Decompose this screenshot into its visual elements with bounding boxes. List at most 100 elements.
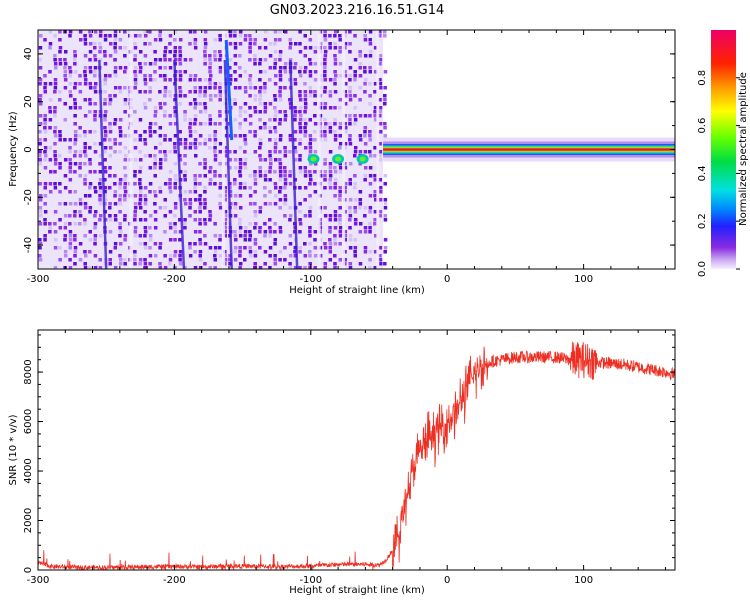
spectrogram-cell [223, 254, 227, 258]
spectrogram-cell [258, 126, 263, 130]
spectrogram-cell [143, 230, 148, 234]
spectrogram-cell [288, 218, 292, 222]
spectrogram-cell [353, 118, 358, 122]
spectrogram-cell [238, 74, 243, 78]
spectrogram-cell [138, 34, 142, 38]
spectrogram-cell [243, 142, 248, 146]
spectrogram-cell [73, 202, 78, 206]
spectrogram-cell [213, 38, 218, 42]
spectrogram-cell [218, 202, 222, 206]
spectrogram-cell [98, 170, 103, 174]
spectrogram-cell [153, 154, 157, 158]
spectrogram-cell [268, 154, 272, 158]
spectrogram-cell [383, 34, 387, 38]
spectrogram-cell [328, 218, 332, 222]
spectrogram-cell [233, 102, 237, 106]
spectrogram-cell [358, 62, 363, 66]
spectrogram-cell [223, 154, 228, 158]
spectrogram-cell [203, 206, 207, 210]
spectrogram-cell [88, 110, 92, 114]
spectrogram-cell [193, 250, 197, 254]
spectrogram-cell [313, 230, 318, 234]
spectrogram-cell [178, 90, 183, 94]
spectrogram-cell [258, 174, 263, 178]
spectrogram-cell [238, 226, 243, 230]
spectrogram-cell [113, 38, 118, 42]
spectrogram-cell [103, 134, 108, 138]
spectrogram-cell [348, 182, 353, 186]
spectrogram-cell [233, 150, 237, 154]
spectrogram-cell [138, 90, 142, 94]
spectrogram-cell [158, 74, 163, 78]
spectrogram-cell [83, 194, 88, 198]
spectrogram-cell [93, 42, 97, 46]
spectrogram-cell [348, 218, 352, 222]
spectrogram-cell [243, 134, 247, 138]
spectrogram-cell [208, 74, 213, 78]
spectrogram-cell [253, 202, 257, 206]
spectrogram-cell [353, 254, 358, 258]
spectrogram-cell [143, 142, 148, 146]
spectrogram-cell [373, 174, 377, 178]
spectrogram-cell [338, 106, 342, 110]
spectrogram-cell [98, 34, 103, 38]
spectrogram-cell [103, 178, 107, 182]
spectrogram-cell [63, 102, 67, 106]
x-tick-label: -300 [27, 274, 50, 285]
spectrogram-cell [288, 254, 293, 258]
spectrogram-cell [163, 86, 168, 90]
spectrogram-cell [283, 114, 288, 118]
noise-gap [129, 30, 133, 269]
spectrogram-cell [53, 222, 57, 226]
spectrogram-cell [348, 86, 353, 90]
spectrogram-cell [188, 130, 193, 134]
spectrogram-cell [193, 154, 198, 158]
colorbar-ticks: 0.00.20.40.60.8 [697, 70, 740, 277]
spectrogram-cell [133, 138, 137, 142]
noise-streak [98, 59, 108, 269]
spectrogram-cell [243, 182, 247, 186]
spectrogram-cell [103, 50, 107, 54]
spectrogram-cell [208, 98, 213, 102]
spectrogram-cell [338, 198, 342, 202]
spectrogram-cell [238, 182, 243, 186]
spectrogram-cell [123, 182, 128, 186]
spectrogram-cell [73, 246, 78, 250]
spectrogram-cell [238, 110, 243, 114]
spectrogram-cell [278, 50, 283, 54]
spectrogram-cell [278, 58, 282, 62]
spectrogram-cell [308, 134, 313, 138]
spectrogram-cell [133, 226, 138, 230]
spectrogram-cell [298, 222, 303, 226]
spectrogram-cell [158, 186, 162, 190]
spectrogram-cell [303, 98, 308, 102]
spectrogram-cell [283, 62, 288, 66]
spectrogram-cell [153, 122, 158, 126]
spectrogram-cell [378, 34, 382, 38]
spectrogram-cell [268, 226, 272, 230]
spectrogram-cell [313, 238, 317, 242]
spectrogram-cell [183, 202, 188, 206]
spectrogram-cell [298, 118, 303, 122]
spectrogram-cell [93, 130, 97, 134]
spectrogram-cell [298, 74, 303, 78]
spectrogram-cell [198, 254, 203, 258]
spectrogram-cell [123, 166, 127, 170]
spectrogram-cell [343, 142, 348, 146]
spectrogram-cell [158, 190, 163, 194]
spectrogram-cell [238, 222, 242, 226]
spectrogram-cell [243, 110, 247, 114]
spectrogram-cell [163, 158, 168, 162]
noise-streak [173, 59, 186, 269]
spectrogram-cell [233, 258, 238, 262]
spectrogram-cell [358, 138, 363, 142]
spectrogram-cell [258, 206, 263, 210]
spectrogram-cell [178, 62, 183, 66]
spectrogram-cell [248, 114, 253, 118]
spectrogram-cell [53, 266, 58, 269]
spectrogram-cell [383, 126, 387, 130]
spectrogram-cell [73, 250, 78, 254]
spectrogram-cell [328, 78, 333, 82]
spectrogram-cell [278, 70, 283, 74]
spectrogram-cell [343, 114, 348, 118]
